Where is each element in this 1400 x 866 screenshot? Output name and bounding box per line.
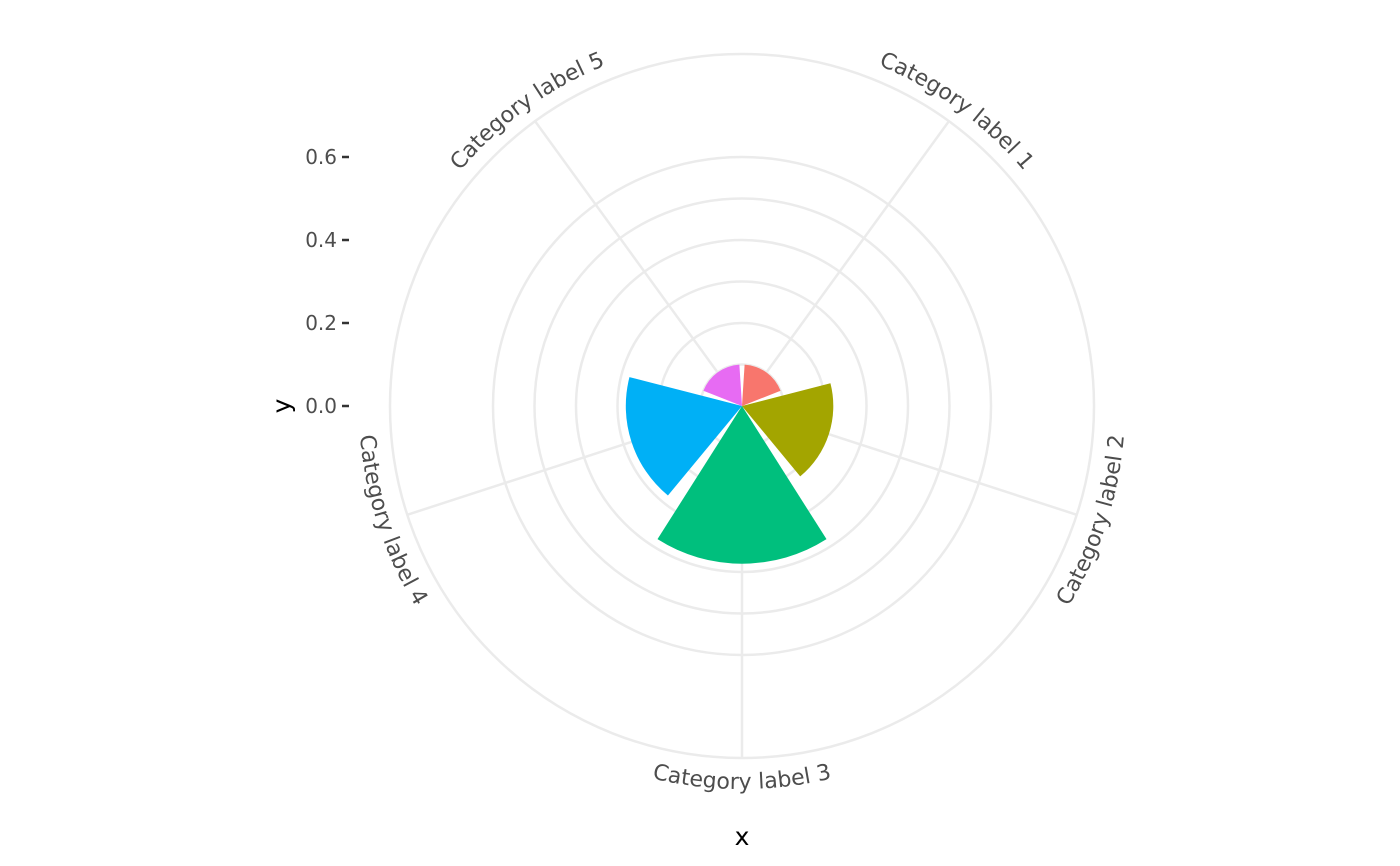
category-label-5: Category label 5	[446, 48, 608, 175]
chart-bars	[625, 364, 834, 564]
bar-category-3	[657, 406, 827, 564]
y-tick-label: 0.6	[305, 145, 337, 169]
category-label-3: Category label 3	[651, 760, 834, 795]
x-axis-title: x	[735, 822, 750, 851]
category-label-1: Category label 1	[876, 48, 1038, 175]
y-tick-label: 0.0	[305, 394, 337, 418]
bar-category-4	[625, 377, 742, 496]
grid-ring	[491, 155, 993, 657]
bar-category-1	[742, 364, 781, 406]
bar-category-5	[703, 364, 742, 406]
grid-spoke	[740, 120, 950, 407]
grid-ring	[533, 197, 951, 615]
y-axis-title: y	[267, 398, 296, 413]
y-tick-label: 0.4	[305, 228, 337, 252]
y-tick-label: 0.2	[305, 311, 337, 335]
y-axis: 0.0 0.2 0.4 0.6	[305, 145, 349, 418]
grid-spoke	[534, 120, 744, 407]
bar-category-2	[742, 383, 834, 477]
grid-outer-ring	[388, 52, 1096, 760]
grid-ring	[574, 238, 910, 574]
